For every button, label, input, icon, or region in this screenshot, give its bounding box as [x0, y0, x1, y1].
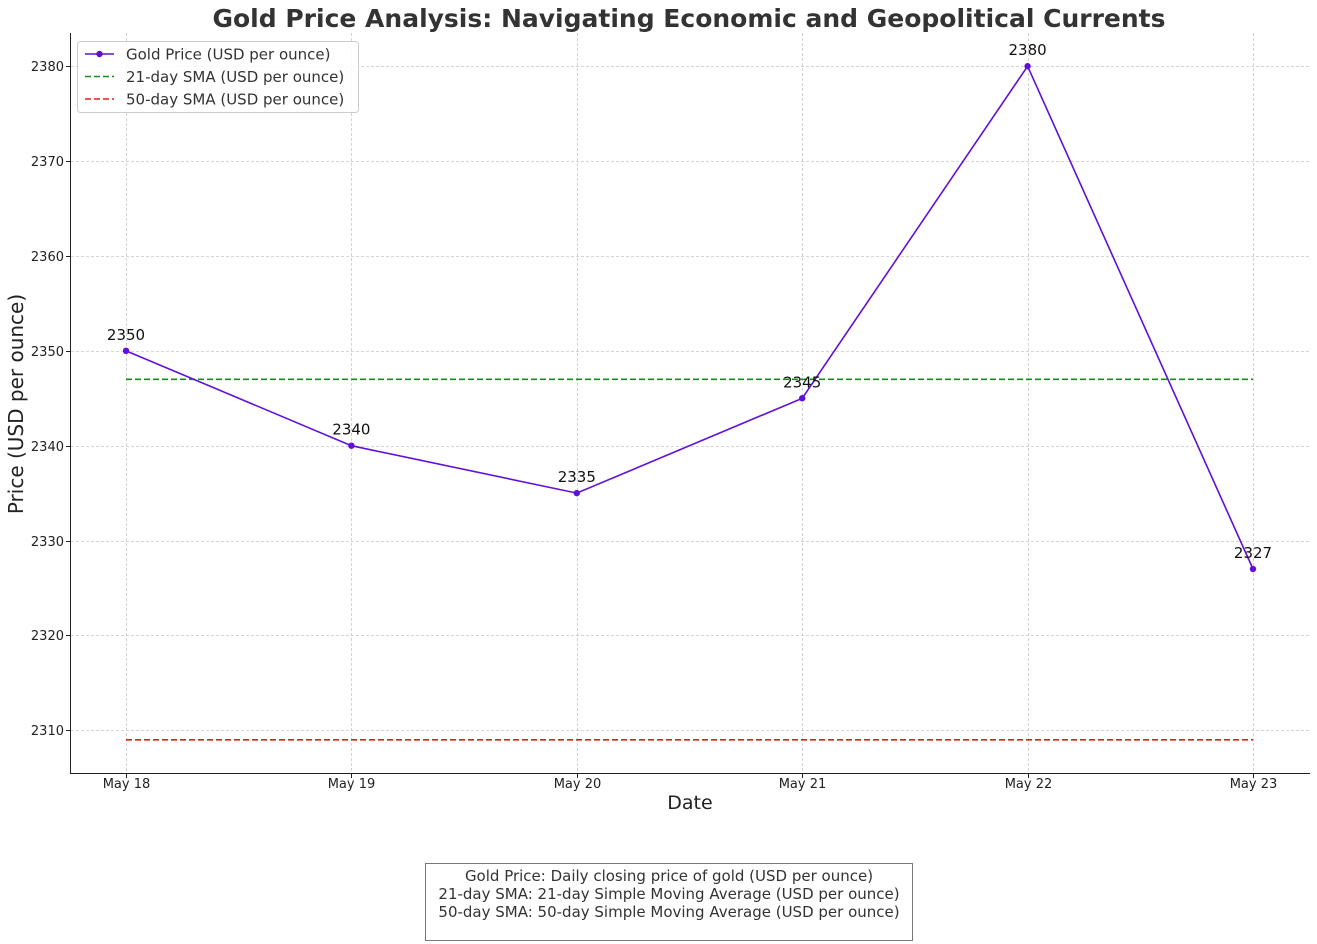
y-axis-label: Price (USD per ounce)	[4, 294, 28, 514]
legend-label-gold-price: Gold Price (USD per ounce)	[126, 46, 331, 64]
gold-price-point	[122, 347, 130, 355]
legend: Gold Price (USD per ounce) 21-day SMA (US…	[77, 41, 359, 113]
legend-frame	[77, 41, 359, 113]
gold-price-point	[1024, 63, 1031, 70]
y-tick-label: 2380	[31, 60, 64, 75]
x-tick-label: May 22	[1005, 777, 1053, 792]
grid	[71, 33, 1310, 773]
x-tick-label: May 19	[328, 777, 376, 792]
x-tick-label: May 18	[103, 777, 151, 792]
gold-price-point	[799, 395, 806, 402]
data-label: 2350	[107, 326, 145, 344]
y-tick-label: 2340	[31, 440, 64, 455]
gold-price-line	[125, 64, 1254, 570]
footnote-50-day-sma: 50-day SMA: 50-day Simple Moving Average…	[438, 903, 900, 921]
gold-price-point	[348, 442, 355, 449]
footnote-box: Gold Price: Daily closing price of gold …	[425, 863, 913, 941]
y-tick-label: 2360	[31, 250, 64, 265]
y-tick-label: 2350	[31, 345, 64, 360]
legend-label-50-day-sma: 50-day SMA (USD per ounce)	[126, 91, 344, 109]
x-tick-label: May 21	[779, 777, 827, 792]
footnote-gold-price: Gold Price: Daily closing price of gold …	[464, 867, 874, 885]
gold-price-point	[1249, 565, 1257, 573]
legend-entries: Gold Price (USD per ounce) 21-day SMA (US…	[85, 46, 344, 109]
axis-ticks: 2310 2320 2330 2340 2350 2360 2370 2380 May 18 Ma…	[31, 60, 1277, 792]
y-tick-label: 2320	[31, 629, 64, 644]
data-label: 2345	[783, 373, 821, 391]
footnote-21-day-sma: 21-day SMA: 21-day Simple Moving Average…	[438, 885, 900, 903]
x-tick-label: May 23	[1230, 777, 1278, 792]
data-label: 2340	[332, 421, 370, 439]
chart-title: Gold Price Analysis: Navigating Economic…	[212, 4, 1165, 33]
x-axis-label: Date	[667, 792, 712, 814]
data-label: 2327	[1234, 544, 1272, 562]
legend-marker-gold-price	[96, 50, 103, 58]
y-tick-label: 2370	[31, 155, 64, 170]
legend-label-21-day-sma: 21-day SMA (USD per ounce)	[126, 68, 344, 86]
x-tick-label: May 20	[554, 777, 602, 792]
y-tick-label: 2330	[31, 535, 64, 550]
data-label: 2335	[558, 468, 596, 486]
plot-area	[122, 63, 1257, 741]
data-label: 2380	[1009, 41, 1047, 59]
data-labels: 2350 2340 2335 2345 2380 2327	[107, 41, 1272, 562]
gold-price-point	[573, 489, 580, 497]
y-tick-label: 2310	[31, 724, 64, 739]
